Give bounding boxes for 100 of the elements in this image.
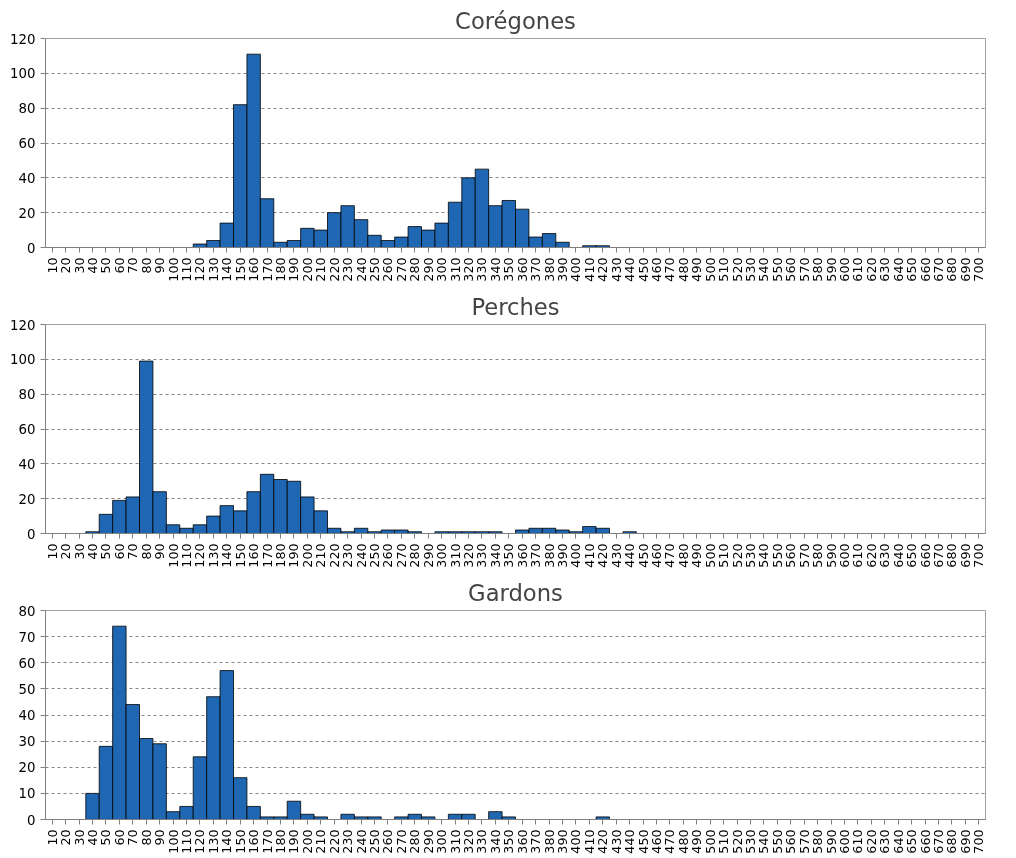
x-tick-label: 150: [232, 257, 248, 282]
x-tick-label: 400: [568, 829, 584, 854]
x-tick-label: 240: [353, 829, 369, 854]
x-tick-label: 670: [931, 829, 946, 854]
x-tick-label: 80: [138, 829, 154, 846]
x-tick-label: 670: [931, 257, 946, 282]
x-tick-label: 190: [286, 543, 302, 568]
x-tick-label: 700: [971, 257, 987, 282]
x-tick-label: 580: [810, 829, 826, 854]
x-tick-label: 110: [179, 543, 194, 568]
x-tick-label: 660: [917, 257, 933, 282]
x-tick-label: 600: [837, 829, 852, 854]
x-tick-label: 340: [487, 543, 503, 568]
x-tick-label: 590: [823, 257, 839, 282]
x-tick-label: 640: [890, 543, 906, 568]
x-tick-label: 40: [85, 543, 100, 560]
x-tick-label: 130: [205, 543, 221, 568]
x-tick-label: 150: [232, 543, 248, 568]
x-tick-label: 410: [581, 829, 597, 854]
x-tick-label: 620: [863, 543, 879, 568]
x-tick-label: 650: [904, 543, 920, 568]
x-tick-label: 320: [461, 829, 476, 854]
x-tick-label: 60: [111, 257, 127, 274]
x-tick-label: 280: [407, 543, 423, 568]
x-tick-label: 560: [783, 829, 799, 854]
x-tick-label: 80: [138, 543, 154, 560]
x-tick-label: 140: [219, 829, 235, 854]
x-tick-label: 480: [675, 257, 691, 282]
x-tick-label: 430: [608, 829, 624, 854]
y-tick-label: 100: [10, 66, 36, 82]
x-tick-label: 210: [313, 257, 329, 282]
x-tick-label: 90: [152, 543, 168, 560]
x-tick-label: 20: [58, 543, 74, 560]
x-tick-label: 620: [863, 257, 879, 282]
x-tick-label: 180: [273, 257, 288, 282]
x-tick-label: 30: [71, 829, 87, 846]
x-tick-label: 110: [179, 257, 194, 282]
x-tick-label: 440: [622, 543, 638, 568]
x-tick-label: 350: [501, 257, 517, 282]
x-tick-label: 120: [192, 543, 208, 568]
x-tick-label: 680: [944, 543, 960, 568]
x-tick-label: 530: [743, 829, 758, 854]
x-tick-label: 250: [367, 257, 382, 282]
x-tick-label: 240: [353, 257, 369, 282]
x-tick-label: 460: [649, 829, 664, 854]
x-tick-label: 470: [662, 257, 678, 282]
x-tick-label: 560: [783, 543, 799, 568]
x-tick-label: 490: [689, 543, 705, 568]
x-tick-label: 30: [71, 543, 87, 560]
x-tick-label: 130: [205, 257, 221, 282]
x-tick-label: 370: [528, 543, 544, 568]
x-tick-label: 550: [769, 257, 785, 282]
x-tick-label: 370: [528, 829, 544, 854]
y-tick-label: 20: [18, 760, 36, 776]
y-tick-label: 70: [18, 629, 36, 645]
x-tick-label: 440: [622, 257, 638, 282]
x-tick-label: 350: [501, 829, 517, 854]
x-tick-label: 430: [608, 257, 624, 282]
x-tick-label: 700: [971, 543, 987, 568]
x-tick-label: 330: [474, 257, 490, 282]
x-tick-label: 550: [769, 543, 785, 568]
x-tick-label: 320: [461, 543, 476, 568]
x-tick-label: 450: [635, 829, 651, 854]
x-tick-label: 90: [152, 829, 168, 846]
y-tick-label: 100: [10, 352, 36, 368]
x-tick-label: 390: [555, 257, 570, 282]
x-tick-label: 270: [393, 543, 409, 568]
x-tick-label: 420: [595, 543, 611, 568]
y-tick-label: 0: [27, 240, 36, 256]
x-tick-label: 50: [98, 829, 114, 846]
x-tick-label: 600: [837, 543, 852, 568]
x-tick-label: 280: [407, 257, 423, 282]
x-tick-label: 170: [259, 543, 275, 568]
y-tick-label: 30: [18, 734, 36, 750]
x-tick-label: 100: [165, 543, 181, 568]
x-tick-label: 180: [273, 543, 288, 568]
x-tick-label: 680: [944, 829, 960, 854]
x-tick-label: 90: [152, 257, 168, 274]
x-tick-label: 450: [635, 257, 651, 282]
x-tick-label: 340: [487, 257, 503, 282]
x-tick-label: 570: [796, 543, 812, 568]
x-tick-label: 190: [286, 257, 302, 282]
x-tick-label: 700: [971, 829, 987, 854]
x-tick-label: 390: [555, 543, 570, 568]
x-tick-label: 230: [340, 543, 356, 568]
x-tick-label: 20: [58, 829, 74, 846]
x-tick-label: 570: [796, 257, 812, 282]
x-tick-label: 120: [192, 829, 208, 854]
x-tick-label: 490: [689, 257, 705, 282]
x-tick-label: 520: [729, 829, 745, 854]
x-tick-label: 270: [393, 257, 409, 282]
y-tick-label: 40: [18, 456, 36, 472]
x-tick-label: 300: [434, 829, 450, 854]
x-tick-label: 160: [246, 257, 262, 282]
x-tick-label: 560: [783, 257, 799, 282]
x-tick-label: 460: [649, 257, 664, 282]
x-tick-label: 140: [219, 543, 235, 568]
x-tick-label: 530: [743, 543, 758, 568]
x-tick-label: 220: [326, 829, 342, 854]
x-tick-label: 380: [541, 257, 557, 282]
